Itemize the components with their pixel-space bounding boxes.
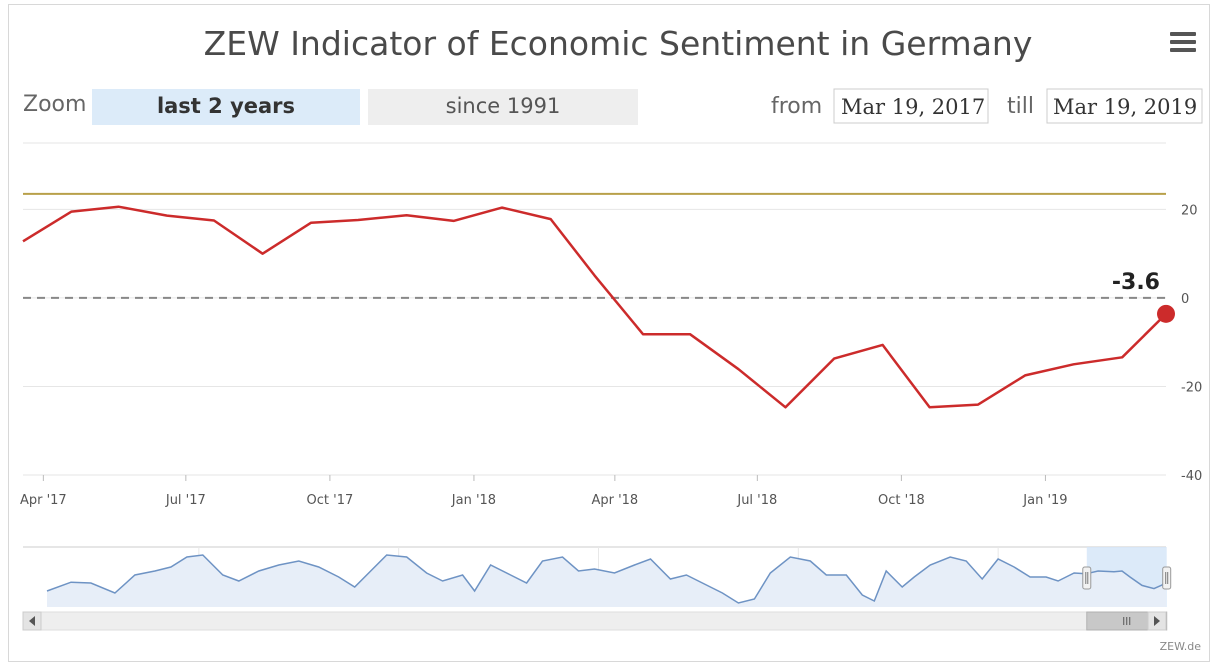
zoom-label: Zoom	[23, 92, 86, 117]
chart-svg: ZEW Indicator of Economic Sentiment in G…	[20, 24, 1203, 653]
zoom-button-last-2-years[interactable]: last 2 years	[92, 89, 360, 125]
navigator[interactable]: 19952000200520102015	[23, 546, 1172, 609]
navigator-handle-right[interactable]	[1162, 566, 1172, 590]
navigator-area	[47, 555, 1166, 607]
zoom-button-label: since 1991	[446, 94, 561, 118]
x-tick-label: Apr '17	[20, 493, 67, 508]
grid-lines	[23, 142, 1166, 476]
from-date-input[interactable]: Mar 19, 2017	[833, 88, 989, 124]
scrollbar-track[interactable]	[22, 611, 1167, 631]
reference-lines	[23, 192, 1166, 299]
scroll-right-button[interactable]	[1147, 611, 1167, 631]
hamburger-menu-icon[interactable]	[1169, 29, 1197, 53]
x-tick-label: Jul '18	[736, 493, 777, 508]
y-tick-label: 20	[1181, 203, 1198, 218]
series-line	[22, 205, 1167, 409]
from-label: from	[771, 94, 822, 119]
chart-container: ZEW Indicator of Economic Sentiment in G…	[8, 4, 1210, 662]
scroll-left-button[interactable]	[22, 611, 42, 631]
last-value-label: -3.6	[1112, 270, 1160, 295]
scrollbar-grip-icon	[1123, 617, 1131, 625]
y-tick-label: -20	[1181, 380, 1202, 395]
zoom-button-label: last 2 years	[157, 94, 295, 118]
zoom-button-since-1991[interactable]: since 1991	[368, 89, 638, 125]
x-tick-label: Oct '17	[307, 493, 354, 508]
x-axis-labels: Apr '17 Jul '17 Oct '17 Jan '18 Apr '18 Jul '…	[20, 475, 1068, 508]
till-date-input[interactable]: Mar 19, 2019	[1046, 88, 1203, 124]
x-tick-label: Jan '18	[451, 493, 496, 508]
chart-title: ZEW Indicator of Economic Sentiment in G…	[204, 24, 1033, 63]
last-point-marker[interactable]	[1157, 304, 1175, 323]
x-tick-label: Oct '18	[878, 493, 925, 508]
navigator-series-line	[46, 554, 1167, 604]
y-tick-label: 0	[1181, 292, 1189, 307]
till-label: till	[1007, 94, 1034, 119]
x-tick-label: Apr '18	[591, 493, 638, 508]
series-group	[22, 205, 1175, 409]
credit-text: ZEW.de	[1160, 640, 1202, 653]
arrow-left-icon	[29, 616, 35, 626]
x-tick-label: Jul '17	[165, 493, 206, 508]
from-date-value: Mar 19, 2017	[841, 95, 985, 119]
till-date-value: Mar 19, 2019	[1053, 95, 1197, 119]
navigator-handle-left[interactable]	[1082, 566, 1092, 590]
scrollbar[interactable]	[22, 611, 1168, 631]
y-axis-labels: -40 -20 0 20	[1181, 203, 1202, 484]
x-tick-label: Jan '19	[1022, 493, 1067, 508]
arrow-right-icon	[1154, 616, 1160, 626]
y-tick-label: -40	[1181, 469, 1202, 484]
